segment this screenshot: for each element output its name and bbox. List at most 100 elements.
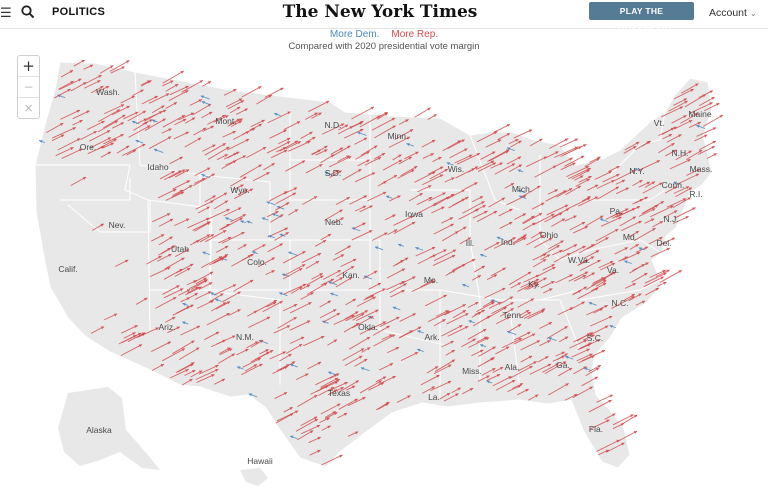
rep-shift-arrow: [277, 316, 297, 329]
state-label: Mich.: [512, 184, 532, 194]
arrowhead-icon: [647, 140, 651, 144]
zoom-reset-button[interactable]: ×: [18, 97, 39, 118]
arrowhead-icon: [360, 348, 365, 352]
arrowhead-icon: [464, 148, 468, 152]
rep-shift-arrow: [522, 212, 543, 225]
arrowhead-icon: [368, 328, 372, 332]
arrowhead-icon: [271, 270, 275, 274]
hamburger-icon[interactable]: ☰: [0, 6, 12, 21]
arrowhead-icon: [366, 159, 370, 163]
rep-shift-arrow: [533, 213, 555, 226]
arrowhead-icon: [428, 197, 433, 200]
arrowhead-icon: [616, 166, 620, 169]
arrowhead-icon: [198, 370, 203, 374]
arrowhead-icon: [541, 235, 545, 238]
arrowhead-icon: [210, 125, 214, 129]
rep-shift-arrow: [621, 220, 642, 232]
arrowhead-icon: [344, 381, 348, 385]
arrowhead-icon: [279, 301, 283, 305]
arrowhead-icon: [527, 331, 531, 335]
arrowhead-icon: [293, 304, 298, 308]
zoom-out-button[interactable]: −: [18, 76, 39, 97]
arrowhead-icon: [72, 127, 76, 131]
arrowhead-icon: [114, 120, 118, 124]
arrowhead-icon: [318, 112, 322, 116]
arrowhead-icon: [611, 180, 615, 183]
arrowhead-icon: [510, 183, 515, 187]
arrowhead-icon: [450, 194, 455, 197]
arrowhead-icon: [631, 294, 635, 297]
arrowhead-icon: [173, 102, 178, 106]
rep-shift-arrow: [492, 375, 512, 387]
arrowhead-icon: [202, 251, 206, 255]
arrowhead-icon: [597, 365, 602, 368]
arrowhead-icon: [121, 66, 125, 70]
arrowhead-icon: [284, 227, 288, 231]
arrowhead-icon: [603, 280, 607, 284]
arrowhead-icon: [530, 298, 534, 302]
nyt-logo[interactable]: The New York Times: [282, 2, 478, 22]
arrowhead-icon: [262, 244, 266, 248]
arrowhead-icon: [505, 150, 509, 154]
rep-shift-arrow: [606, 442, 625, 453]
arrowhead-icon: [107, 137, 112, 141]
arrowhead-icon: [282, 351, 286, 355]
arrowhead-icon: [381, 153, 386, 156]
rep-shift-arrow: [371, 117, 396, 131]
arrowhead-icon: [167, 136, 172, 140]
arrowhead-icon: [406, 142, 410, 146]
state-label: N.M.: [236, 332, 254, 342]
arrowhead-icon: [533, 361, 537, 365]
rep-shift-arrow: [393, 215, 414, 226]
arrowhead-icon: [326, 417, 330, 421]
rep-shift-arrow: [54, 88, 71, 99]
rep-shift-arrow: [494, 163, 516, 175]
rep-shift-arrow: [322, 269, 342, 280]
arrowhead-icon: [417, 326, 422, 330]
arrowhead-icon: [293, 317, 297, 321]
search-icon[interactable]: [20, 4, 36, 20]
arrowhead-icon: [462, 310, 466, 314]
arrowhead-icon: [543, 277, 547, 281]
section-link-politics[interactable]: POLITICS: [52, 6, 106, 18]
rep-shift-arrow: [205, 229, 227, 243]
state-label: Ind.: [501, 237, 515, 247]
rep-shift-arrow: [347, 396, 366, 407]
arrowhead-icon: [132, 120, 136, 124]
arrowhead-icon: [39, 139, 43, 143]
rep-shift-arrow: [493, 237, 516, 249]
arrowhead-icon: [583, 144, 587, 148]
play-crossword-button[interactable]: PLAY THE CROSSWORD: [589, 2, 694, 34]
zoom-in-button[interactable]: +: [22, 57, 35, 75]
rep-shift-arrow: [297, 394, 318, 408]
rep-shift-arrow: [225, 98, 243, 108]
arrowhead-icon: [568, 367, 573, 371]
rep-shift-arrow: [217, 353, 236, 364]
arrowhead-icon: [552, 165, 557, 169]
arrowhead-icon: [272, 302, 277, 305]
rep-shift-arrow: [241, 86, 262, 98]
arrowhead-icon: [225, 115, 229, 119]
arrowhead-icon: [385, 403, 389, 407]
arrowhead-icon: [609, 394, 613, 398]
arrowhead-icon: [589, 332, 593, 336]
rep-shift-arrow: [196, 300, 215, 309]
state-label: Nev.: [109, 220, 126, 230]
arrowhead-icon: [683, 98, 687, 102]
rep-shift-arrow: [181, 79, 204, 93]
arrowhead-icon: [582, 245, 586, 249]
rep-shift-arrow: [703, 114, 724, 127]
rep-shift-arrow: [187, 217, 210, 229]
contiguous-us-landmass: [34, 61, 713, 469]
arrowhead-icon: [367, 347, 371, 351]
account-menu[interactable]: Account ⌄: [709, 7, 757, 19]
rep-shift-arrow: [275, 413, 294, 424]
arrowhead-icon: [431, 280, 435, 284]
arrowhead-icon: [591, 272, 595, 276]
arrowhead-icon: [193, 280, 197, 284]
arrowhead-icon: [279, 233, 283, 237]
arrowhead-icon: [630, 414, 634, 418]
rep-shift-arrow: [248, 316, 271, 328]
arrowhead-icon: [523, 234, 527, 238]
